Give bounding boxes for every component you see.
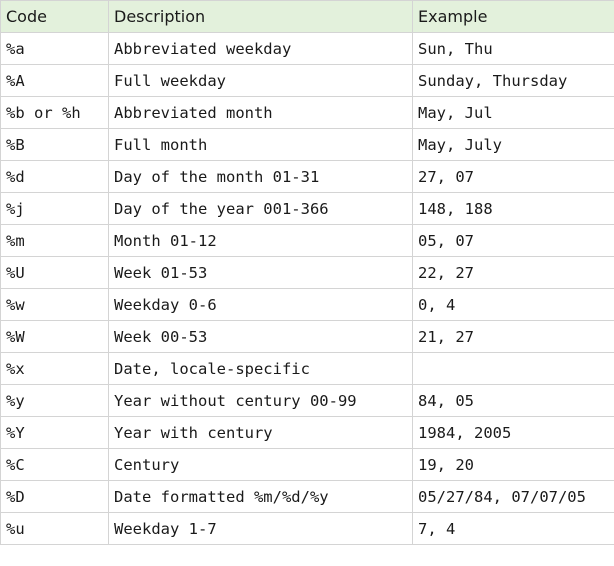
table-row: %w Weekday 0-6 0, 4 bbox=[0, 288, 614, 321]
cell-example: 148, 188 bbox=[412, 192, 614, 225]
cell-description: Abbreviated month bbox=[108, 96, 413, 129]
table-row: %W Week 00-53 21, 27 bbox=[0, 320, 614, 353]
cell-example: 84, 05 bbox=[412, 384, 614, 417]
cell-code: %U bbox=[0, 256, 109, 289]
cell-description: Full weekday bbox=[108, 64, 413, 97]
cell-example: 21, 27 bbox=[412, 320, 614, 353]
cell-description: Day of the year 001-366 bbox=[108, 192, 413, 225]
table-row: %U Week 01-53 22, 27 bbox=[0, 256, 614, 289]
cell-description: Weekday 0-6 bbox=[108, 288, 413, 321]
table-row: %a Abbreviated weekday Sun, Thu bbox=[0, 32, 614, 65]
cell-example: 19, 20 bbox=[412, 448, 614, 481]
cell-example: 05, 07 bbox=[412, 224, 614, 257]
table-row: %x Date, locale-specific bbox=[0, 352, 614, 385]
cell-description: Year with century bbox=[108, 416, 413, 449]
table-row: %A Full weekday Sunday, Thursday bbox=[0, 64, 614, 97]
cell-example: Sun, Thu bbox=[412, 32, 614, 65]
table-row: %m Month 01-12 05, 07 bbox=[0, 224, 614, 257]
cell-example: May, July bbox=[412, 128, 614, 161]
cell-example: 0, 4 bbox=[412, 288, 614, 321]
cell-code: %d bbox=[0, 160, 109, 193]
cell-example: May, Jul bbox=[412, 96, 614, 129]
cell-code: %B bbox=[0, 128, 109, 161]
cell-description: Weekday 1-7 bbox=[108, 512, 413, 545]
table-row: %d Day of the month 01-31 27, 07 bbox=[0, 160, 614, 193]
cell-example: 1984, 2005 bbox=[412, 416, 614, 449]
header-row: Code Description Example bbox=[0, 0, 614, 33]
header-example: Example bbox=[412, 0, 614, 33]
cell-example: 22, 27 bbox=[412, 256, 614, 289]
cell-description: Month 01-12 bbox=[108, 224, 413, 257]
table-row: %y Year without century 00-99 84, 05 bbox=[0, 384, 614, 417]
cell-example bbox=[412, 352, 614, 385]
table-header: Code Description Example bbox=[0, 0, 614, 33]
cell-description: Week 00-53 bbox=[108, 320, 413, 353]
cell-code: %x bbox=[0, 352, 109, 385]
cell-description: Week 01-53 bbox=[108, 256, 413, 289]
cell-code: %b or %h bbox=[0, 96, 109, 129]
cell-code: %j bbox=[0, 192, 109, 225]
table-row: %b or %h Abbreviated month May, Jul bbox=[0, 96, 614, 129]
header-description: Description bbox=[108, 0, 413, 33]
cell-example: Sunday, Thursday bbox=[412, 64, 614, 97]
table-row: %D Date formatted %m/%d/%y 05/27/84, 07/… bbox=[0, 480, 614, 513]
cell-description: Year without century 00-99 bbox=[108, 384, 413, 417]
cell-code: %A bbox=[0, 64, 109, 97]
table-row: %Y Year with century 1984, 2005 bbox=[0, 416, 614, 449]
cell-code: %W bbox=[0, 320, 109, 353]
cell-code: %u bbox=[0, 512, 109, 545]
cell-example: 05/27/84, 07/07/05 bbox=[412, 480, 614, 513]
cell-code: %w bbox=[0, 288, 109, 321]
cell-code: %D bbox=[0, 480, 109, 513]
cell-description: Date formatted %m/%d/%y bbox=[108, 480, 413, 513]
table-row: %B Full month May, July bbox=[0, 128, 614, 161]
cell-description: Date, locale-specific bbox=[108, 352, 413, 385]
cell-description: Full month bbox=[108, 128, 413, 161]
cell-example: 7, 4 bbox=[412, 512, 614, 545]
table-body: %a Abbreviated weekday Sun, Thu %A Full … bbox=[0, 32, 614, 545]
table-row: %C Century 19, 20 bbox=[0, 448, 614, 481]
cell-description: Day of the month 01-31 bbox=[108, 160, 413, 193]
cell-description: Abbreviated weekday bbox=[108, 32, 413, 65]
cell-code: %a bbox=[0, 32, 109, 65]
cell-code: %Y bbox=[0, 416, 109, 449]
cell-code: %y bbox=[0, 384, 109, 417]
cell-description: Century bbox=[108, 448, 413, 481]
cell-code: %m bbox=[0, 224, 109, 257]
format-codes-table: Code Description Example %a Abbreviated … bbox=[0, 0, 614, 545]
table-row: %u Weekday 1-7 7, 4 bbox=[0, 512, 614, 545]
header-code: Code bbox=[0, 0, 109, 33]
table-row: %j Day of the year 001-366 148, 188 bbox=[0, 192, 614, 225]
cell-example: 27, 07 bbox=[412, 160, 614, 193]
cell-code: %C bbox=[0, 448, 109, 481]
